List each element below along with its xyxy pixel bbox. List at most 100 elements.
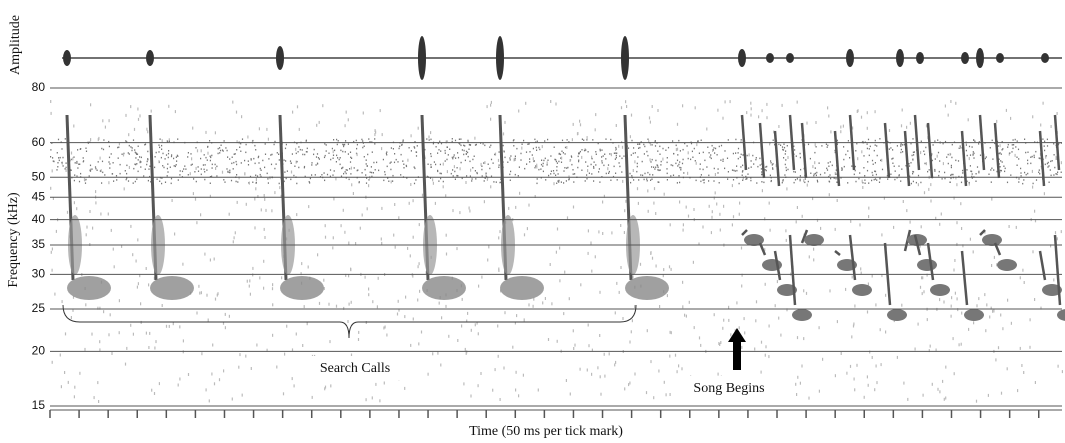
noise-dot	[965, 144, 967, 146]
noise-dot	[358, 181, 360, 183]
wave-burst	[916, 52, 924, 64]
noise-dot	[1046, 162, 1048, 165]
noise-dot	[550, 170, 552, 172]
noise-dot	[559, 279, 561, 283]
noise-dot	[345, 273, 347, 277]
noise-dot	[742, 179, 744, 181]
noise-dot	[233, 153, 235, 155]
noise-dot	[917, 322, 919, 326]
noise-dot	[658, 169, 660, 172]
noise-dot	[1004, 170, 1006, 173]
noise-dot	[241, 138, 244, 140]
noise-dot	[1032, 250, 1034, 254]
noise-dot	[1050, 174, 1052, 177]
noise-dot	[694, 106, 696, 110]
y-tick-label: 25	[32, 301, 46, 315]
noise-dot	[985, 156, 987, 158]
noise-dot	[497, 158, 500, 162]
noise-dot	[470, 168, 472, 172]
noise-dot	[690, 158, 692, 161]
noise-dot	[866, 126, 868, 130]
noise-dot	[988, 173, 990, 175]
noise-dot	[209, 182, 211, 184]
noise-dot	[235, 160, 237, 163]
noise-dot	[137, 107, 139, 111]
noise-dot	[1047, 166, 1049, 168]
y-tick-label: 20	[32, 344, 46, 358]
noise-dot	[200, 149, 202, 153]
noise-dot	[256, 343, 258, 347]
y-tick-label: 80	[32, 80, 46, 94]
noise-dot	[975, 180, 977, 182]
noise-dot	[101, 147, 103, 150]
noise-dot	[840, 125, 842, 129]
noise-dot	[466, 319, 468, 323]
noise-dot	[782, 180, 784, 182]
noise-dot	[398, 216, 400, 220]
noise-dot	[662, 157, 664, 161]
noise-dot	[651, 105, 653, 108]
noise-dot	[581, 138, 583, 140]
noise-dot	[722, 116, 724, 120]
noise-dot	[678, 175, 680, 177]
noise-dot	[335, 177, 337, 181]
noise-dot	[872, 163, 874, 165]
noise-dot	[318, 120, 320, 124]
noise-dot	[432, 178, 434, 182]
noise-dot	[757, 165, 759, 168]
noise-dot	[245, 151, 247, 154]
noise-dot	[868, 154, 870, 157]
noise-dot	[534, 166, 536, 169]
noise-dot	[495, 181, 497, 183]
noise-dot	[568, 178, 570, 180]
noise-dot	[415, 155, 418, 157]
noise-dot	[229, 158, 231, 160]
noise-dot	[509, 157, 511, 159]
noise-dot	[426, 138, 428, 140]
noise-dot	[859, 172, 861, 174]
noise-dot	[710, 154, 712, 156]
noise-dot	[461, 177, 463, 180]
noise-dot	[318, 158, 320, 160]
noise-dot	[860, 115, 863, 119]
noise-dot	[971, 146, 973, 148]
noise-dot	[286, 324, 288, 328]
song-blob	[744, 234, 764, 246]
noise-dot	[578, 159, 580, 161]
noise-dot	[350, 156, 352, 159]
wave-burst	[1041, 53, 1049, 63]
noise-dot	[407, 246, 409, 250]
noise-dot	[118, 299, 120, 303]
noise-dot	[629, 135, 631, 139]
noise-dot	[442, 185, 444, 189]
noise-dot	[439, 163, 441, 166]
noise-dot	[559, 153, 562, 156]
noise-dot	[365, 163, 367, 165]
noise-dot	[875, 303, 877, 307]
noise-dot	[94, 166, 97, 168]
noise-dot	[51, 247, 53, 251]
noise-dot	[160, 156, 162, 159]
noise-dot	[334, 149, 336, 152]
noise-dot	[951, 143, 953, 146]
noise-dot	[836, 181, 838, 183]
noise-dot	[564, 167, 566, 169]
noise-dot	[973, 321, 975, 325]
noise-dot	[493, 181, 495, 183]
noise-dot	[393, 161, 396, 164]
noise-dot	[738, 182, 740, 185]
noise-dot	[926, 273, 928, 277]
noise-dot	[523, 139, 525, 142]
noise-dot	[800, 168, 802, 171]
noise-dot	[1019, 346, 1021, 350]
noise-dot	[469, 209, 471, 213]
noise-dot	[622, 317, 624, 320]
noise-dot	[853, 377, 855, 381]
noise-dot	[560, 161, 563, 163]
noise-dot	[285, 143, 287, 146]
y-tick-label: 30	[32, 266, 46, 280]
noise-dot	[554, 158, 556, 161]
noise-dot	[540, 163, 543, 166]
noise-dot	[296, 182, 298, 185]
noise-dot	[941, 178, 943, 180]
